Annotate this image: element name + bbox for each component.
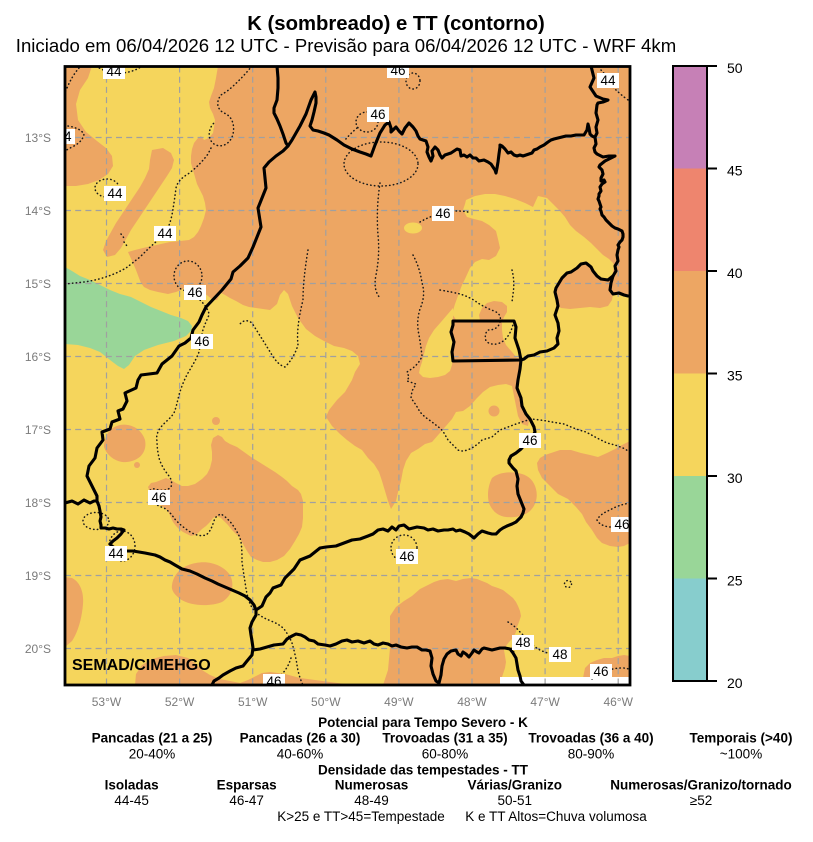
svg-text:44: 44 xyxy=(600,73,616,88)
svg-text:Trovoadas (36 a 40): Trovoadas (36 a 40) xyxy=(528,731,653,746)
svg-text:45: 45 xyxy=(727,163,743,179)
svg-text:Numerosas/Granizo/tornado: Numerosas/Granizo/tornado xyxy=(610,778,792,793)
svg-text:Pancadas (26 a 30): Pancadas (26 a 30) xyxy=(240,731,361,746)
svg-text:Trovoadas (31 a 35): Trovoadas (31 a 35) xyxy=(382,731,507,746)
svg-text:15°S: 15°S xyxy=(25,277,51,291)
svg-text:K (sombreado) e TT (contorno): K (sombreado) e TT (contorno) xyxy=(247,13,544,35)
svg-text:46-47: 46-47 xyxy=(229,793,264,808)
svg-text:46: 46 xyxy=(399,549,414,564)
svg-text:35: 35 xyxy=(727,368,743,384)
svg-text:46: 46 xyxy=(390,63,405,78)
svg-text:Numerosas: Numerosas xyxy=(335,778,409,793)
svg-text:44: 44 xyxy=(56,129,72,144)
svg-text:40-60%: 40-60% xyxy=(277,747,324,762)
svg-text:≥52: ≥52 xyxy=(690,793,712,808)
svg-text:44: 44 xyxy=(108,546,124,561)
svg-text:14°S: 14°S xyxy=(25,204,51,218)
svg-text:30: 30 xyxy=(727,470,743,486)
svg-text:50: 50 xyxy=(727,60,743,76)
svg-text:50°W: 50°W xyxy=(311,695,341,709)
svg-text:~100%: ~100% xyxy=(720,747,762,762)
svg-text:25: 25 xyxy=(727,573,743,589)
svg-text:52°W: 52°W xyxy=(165,695,195,709)
svg-text:46: 46 xyxy=(194,334,209,349)
svg-text:47°W: 47°W xyxy=(530,695,560,709)
svg-text:K>25 e TT>45=Tempestade: K>25 e TT>45=Tempestade xyxy=(277,809,445,824)
svg-text:48-49: 48-49 xyxy=(354,793,389,808)
svg-text:Pancadas (21 a 25): Pancadas (21 a 25) xyxy=(92,731,213,746)
svg-text:SEMAD/CIMEHGO: SEMAD/CIMEHGO xyxy=(72,657,211,674)
svg-text:Potencial para Tempo Severo -: Potencial para Tempo Severo - K xyxy=(318,715,528,730)
svg-text:49°W: 49°W xyxy=(384,695,414,709)
svg-text:Temporais (>40): Temporais (>40) xyxy=(690,731,793,746)
svg-text:44: 44 xyxy=(107,186,123,201)
svg-text:48°W: 48°W xyxy=(457,695,487,709)
svg-text:48: 48 xyxy=(515,635,530,650)
svg-text:44-45: 44-45 xyxy=(114,793,149,808)
svg-text:60-80%: 60-80% xyxy=(422,747,469,762)
svg-text:16°S: 16°S xyxy=(25,350,51,364)
svg-text:19°S: 19°S xyxy=(25,569,51,583)
svg-text:80-90%: 80-90% xyxy=(568,747,615,762)
svg-text:53°W: 53°W xyxy=(92,695,122,709)
svg-text:40: 40 xyxy=(727,265,743,281)
svg-text:44: 44 xyxy=(157,226,173,241)
svg-text:17°S: 17°S xyxy=(25,423,51,437)
svg-text:46°W: 46°W xyxy=(603,695,633,709)
svg-text:Densidade das tempestades - TT: Densidade das tempestades - TT xyxy=(318,763,529,778)
svg-text:44: 44 xyxy=(106,64,122,79)
svg-text:46: 46 xyxy=(266,674,281,689)
svg-text:51°W: 51°W xyxy=(238,695,268,709)
svg-text:46: 46 xyxy=(187,285,202,300)
svg-text:K e TT Altos=Chuva volumosa: K e TT Altos=Chuva volumosa xyxy=(465,809,647,824)
svg-text:46: 46 xyxy=(614,517,629,532)
svg-text:50-51: 50-51 xyxy=(498,793,533,808)
svg-text:Iniciado em 06/04/2026 12 UTC: Iniciado em 06/04/2026 12 UTC - Previsão… xyxy=(16,35,676,56)
svg-text:20: 20 xyxy=(727,675,743,691)
svg-text:48: 48 xyxy=(552,647,567,662)
svg-text:Várias/Granizo: Várias/Granizo xyxy=(468,778,563,793)
svg-text:13°S: 13°S xyxy=(25,131,51,145)
svg-text:46: 46 xyxy=(370,107,385,122)
svg-text:46: 46 xyxy=(593,664,608,679)
svg-text:18°S: 18°S xyxy=(25,496,51,510)
svg-text:46: 46 xyxy=(151,490,166,505)
svg-text:Esparsas: Esparsas xyxy=(217,778,277,793)
svg-text:46: 46 xyxy=(522,433,537,448)
svg-text:Isoladas: Isoladas xyxy=(105,778,159,793)
svg-text:46: 46 xyxy=(435,206,450,221)
svg-text:20-40%: 20-40% xyxy=(129,747,176,762)
svg-text:20°S: 20°S xyxy=(25,642,51,656)
